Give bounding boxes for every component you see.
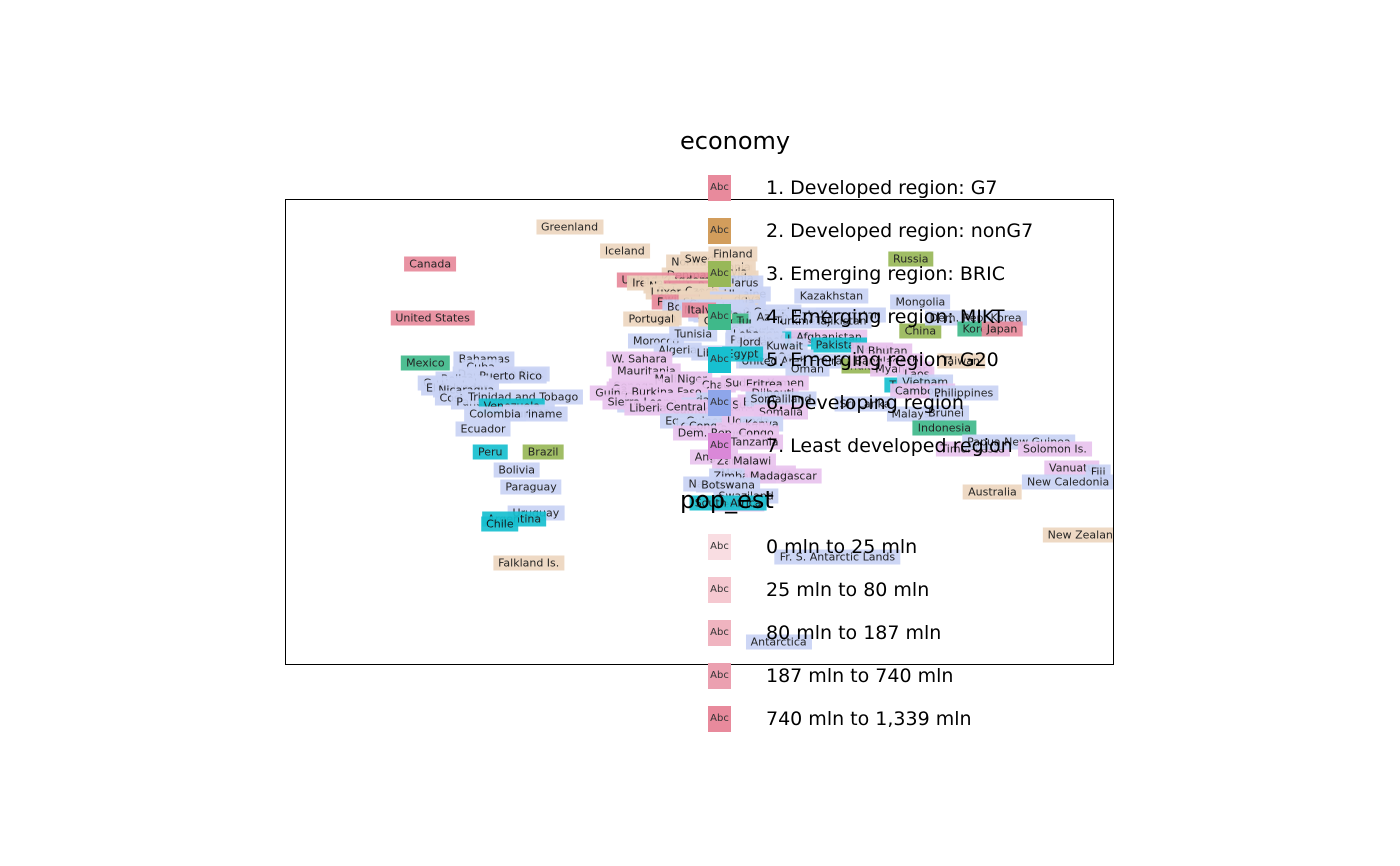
country-label: Colombia — [464, 406, 526, 422]
legend-pop-item-label: 740 mln to 1,339 mln — [766, 708, 972, 730]
country-label: South Africa — [689, 495, 767, 511]
legend-economy-item-swatch: Abc — [708, 347, 731, 373]
country-label: Philippines — [928, 385, 999, 401]
legend-pop-item-label: 187 mln to 740 mln — [766, 665, 954, 687]
country-label: W. Sahara — [606, 351, 672, 367]
country-label: China — [899, 323, 942, 339]
country-label: Iceland — [599, 243, 650, 259]
legend-economy-item-label: 6. Developing region — [766, 392, 964, 414]
country-label: Peru — [472, 444, 508, 460]
country-label: Russia — [888, 251, 934, 267]
country-label: Somaliland — [745, 391, 817, 407]
country-label: Malawi — [728, 453, 777, 469]
legend-pop-item-label: 80 mln to 187 mln — [766, 622, 942, 644]
legend-economy-item-swatch: Abc — [708, 175, 731, 201]
legend-economy-title: economy — [680, 127, 791, 155]
legend-economy-item-swatch: Abc — [708, 218, 731, 244]
legend-economy-item-label: 4. Emerging region: MIKT — [766, 306, 1005, 328]
country-label: Oman — [785, 361, 829, 377]
country-label: Bolivia — [493, 462, 541, 478]
country-label: Portugal — [623, 311, 680, 327]
legend-economy-item-label: 3. Emerging region: BRIC — [766, 263, 1005, 285]
legend-pop-title: pop_est — [680, 486, 774, 514]
country-label: Brunei — [923, 405, 969, 421]
country-label: Falkland Is. — [493, 555, 565, 571]
country-label: Tanzania — [725, 434, 784, 450]
country-label: Taiwan — [937, 353, 985, 369]
legend-economy-item-label: 1. Developed region: G7 — [766, 177, 998, 199]
legend-economy-item-swatch: Abc — [708, 433, 731, 459]
legend-pop-item-swatch: Abc — [708, 620, 731, 646]
country-label: Chile — [481, 516, 519, 532]
country-label: Paraguay — [500, 479, 562, 495]
legend-economy-item-label: 2. Developed region: nonG7 — [766, 220, 1034, 242]
country-label: New Caledonia — [1022, 474, 1113, 490]
country-label: Canada — [404, 256, 457, 272]
country-label: Fr. S. Antarctic Lands — [774, 549, 901, 565]
country-label: Mexico — [401, 355, 450, 371]
country-label: Egypt — [721, 346, 764, 362]
country-label: Kazakhstan — [794, 288, 869, 304]
country-label: Japan — [981, 321, 1023, 337]
country-label: New Zealand — [1042, 527, 1113, 543]
country-label: Finland — [708, 246, 758, 262]
country-label: Brazil — [522, 444, 564, 460]
country-label: Vanuatu — [1044, 460, 1100, 476]
country-label: Madagascar — [745, 468, 822, 484]
country-label: Solomon Is. — [1017, 441, 1092, 457]
legend-economy-item-label: 5. Emerging region: G20 — [766, 349, 999, 371]
legend-pop-item-label: 0 mln to 25 mln — [766, 536, 918, 558]
legend-pop-item-swatch: Abc — [708, 706, 731, 732]
country-label: Mongolia — [890, 294, 951, 310]
country-label: Greenland — [536, 219, 604, 235]
country-label: United States — [390, 310, 475, 326]
country-label: United Arab Emirates — [736, 353, 865, 369]
country-label: Tunisia — [669, 326, 718, 342]
legend-pop-item-label: 25 mln to 80 mln — [766, 579, 930, 601]
country-label: Australia — [963, 484, 1022, 500]
country-label: Antarctica — [745, 634, 812, 650]
country-label: Ecuador — [455, 421, 511, 437]
legend-economy-item-swatch: Abc — [708, 390, 731, 416]
country-label: Tajikistan — [810, 313, 872, 329]
legend-economy-item-label: 7. Least developed region — [766, 435, 1013, 457]
legend-economy-item-swatch: Abc — [708, 261, 731, 287]
country-label: Sri Lanka — [834, 396, 896, 412]
legend-pop-item-swatch: Abc — [708, 663, 731, 689]
country-label: Liberia — [624, 400, 672, 416]
country-label: Indonesia — [912, 420, 976, 436]
legend-pop-item-swatch: Abc — [708, 577, 731, 603]
legend-pop-item-swatch: Abc — [708, 534, 731, 560]
legend-economy-item-swatch: Abc — [708, 304, 731, 330]
